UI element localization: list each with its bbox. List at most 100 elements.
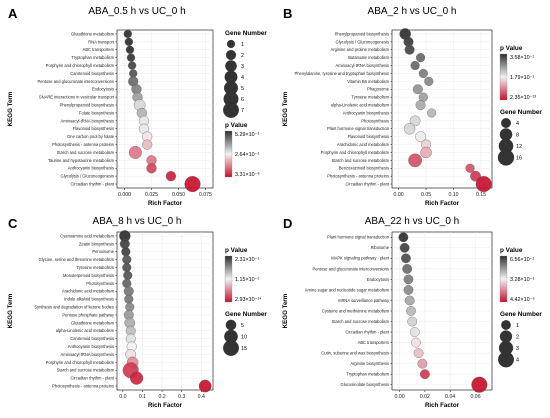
p-value-legend-label: 1.15×10⁻¹	[235, 277, 259, 283]
kegg-term-label: mRNA surveillance pathway	[338, 298, 390, 303]
panel-d: D ABA_22 h vs UC_0 h 0.00 0.02 0.04 0.06 Plant…	[282, 216, 542, 409]
p-value-legend-label: 2.93×10⁻¹⁴	[235, 297, 262, 303]
kegg-term-label: Glycine, serine and threonine metabolism	[39, 257, 115, 262]
gene-number-legend-label: 1	[516, 323, 519, 329]
x-axis-title: Rich Factor	[148, 402, 183, 409]
kegg-term-label: Arginine biosynthesis	[350, 361, 389, 366]
gene-number-legend-dot	[223, 102, 239, 118]
p-value-legend-title: p Value	[500, 45, 523, 52]
panel-letter: A	[8, 6, 18, 21]
kegg-term-label: Tryptophan metabolism	[346, 372, 389, 377]
kegg-term-label: Circadian rhythm - plant	[71, 181, 115, 186]
gene-number-legend-dot	[501, 118, 511, 128]
gene-number-legend-label: 16	[516, 156, 522, 162]
x-tick-label: 0.4	[198, 394, 205, 400]
p-value-legend-label: 2.64×10⁻¹	[235, 152, 259, 158]
kegg-term-label: Porphyrin and chlorophyll metabolism	[321, 150, 390, 155]
x-axis-title: Rich Factor	[148, 200, 183, 207]
p-value-legend-title: p Value	[225, 247, 248, 254]
kegg-term-label: Glycolysis / Gluconeogenesis	[336, 39, 389, 44]
data-point	[184, 176, 201, 193]
data-point	[404, 44, 415, 55]
kegg-term-label: Aminoacyl-tRNA biosynthesis	[61, 352, 114, 357]
p-value-colorbar	[499, 53, 508, 101]
x-tick-label: 0.15	[476, 192, 486, 198]
panel-c: C ABA_8 h vs UC_0 h 0.0 0.1 0.2 0.3 0.4 Cyanoam…	[7, 216, 267, 409]
data-point	[198, 379, 212, 393]
kegg-term-label: Endocytosis	[367, 277, 389, 282]
kegg-term-label: SNARE interactions in vesicular transpor…	[39, 95, 115, 100]
panel-b: B ABA_2 h vs UC_0 h 0.00 0.05 0.10 0.15 Phenyl…	[282, 6, 542, 207]
gene-number-legend-label: 6	[241, 97, 244, 103]
kegg-term-label: Circadian rhythm - plant	[346, 329, 390, 334]
data-point	[129, 69, 138, 78]
gene-number-legend-label: 4	[516, 358, 519, 364]
p-value-legend-title: p Value	[500, 247, 523, 254]
p-value-colorbar	[224, 130, 233, 178]
kegg-term-label: ABC transporters	[358, 340, 389, 345]
kegg-term-label: alpha-Linolenic acid metabolism	[56, 328, 115, 333]
data-point	[417, 358, 428, 369]
kegg-term-label: Aminoacyl-tRNA biosynthesis	[336, 63, 389, 68]
data-point	[124, 294, 134, 304]
panel-a: A ABA_0.5 h vs UC_0 h 0.000 0.025 0.050 0.075…	[7, 6, 267, 207]
gene-number-legend-dot	[225, 319, 237, 331]
kegg-term-label: Arachidonic acid metabolism	[62, 289, 115, 294]
kegg-term-label: Indole alkaloid biosynthesis	[64, 297, 114, 302]
gene-number-legend-dot	[225, 49, 237, 61]
data-point	[409, 115, 421, 127]
kegg-term-label: Plant hormone signal transduction	[327, 235, 390, 240]
kegg-term-label: Pentose and glucuronate interconversions	[313, 266, 389, 271]
gene-number-legend-dot	[498, 351, 514, 368]
panel-title: ABA_0.5 h vs UC_0 h	[88, 6, 185, 17]
kegg-term-label: Anthocyanin biosynthesis	[68, 344, 114, 349]
kegg-term-label: Starch and sucrose metabolism	[57, 368, 115, 373]
data-point	[416, 53, 426, 63]
kegg-term-label: ABC transporters	[83, 47, 114, 52]
x-tick-label: 0.00	[394, 192, 404, 198]
kegg-term-label: Arginine and proline metabolism	[331, 47, 390, 52]
p-value-legend-label: 2.35×10⁻¹³	[510, 95, 536, 101]
kegg-term-label: Flavonoid biosynthesis	[348, 134, 389, 139]
data-point	[404, 295, 415, 306]
x-tick-label: 0.025	[145, 192, 158, 198]
panel-letter: C	[8, 216, 18, 231]
data-point	[412, 84, 423, 95]
x-tick-label: 0.10	[448, 192, 458, 198]
data-point	[142, 139, 153, 150]
p-value-legend-label: 2.31×10⁻¹	[235, 257, 259, 263]
gene-number-legend-label: 8	[516, 133, 519, 139]
kegg-term-label: Anthocyanin biosynthesis	[343, 110, 389, 115]
gene-number-legend-label: 4	[516, 121, 519, 127]
data-point	[411, 337, 421, 348]
gene-number-legend-dot	[225, 60, 237, 72]
kegg-term-label: Amino sugar and nucleotide sugar metabol…	[305, 287, 390, 292]
p-value-legend-label: 6.56×10⁻¹	[510, 257, 534, 263]
kegg-term-label: Photosynthesis - antenna proteins	[52, 142, 114, 147]
data-point	[409, 327, 420, 337]
data-point	[465, 163, 475, 173]
gene-number-legend-label: 5	[241, 86, 244, 92]
data-point	[415, 131, 426, 143]
data-point	[420, 146, 432, 159]
data-point	[121, 247, 131, 257]
x-tick-label: 0.075	[199, 192, 212, 198]
kegg-term-label: Flavonoid biosynthesis	[73, 126, 114, 131]
data-point	[119, 238, 130, 249]
kegg-term-label: Starch and sucrose metabolism	[332, 319, 390, 324]
x-tick-label: 0.2	[158, 394, 165, 400]
kegg-term-label: Pentose and glucuronate interconversions	[38, 79, 114, 84]
data-point	[420, 369, 430, 380]
data-point	[415, 100, 426, 111]
x-tick-label: 0.000	[118, 192, 131, 198]
kegg-term-label: Zeatin biosynthesis	[79, 241, 114, 246]
kegg-term-label: Plant hormone signal transduction	[327, 126, 390, 131]
data-point	[146, 163, 157, 174]
data-point	[126, 53, 136, 62]
gene-number-legend-label: 2	[241, 53, 244, 59]
kegg-term-label: Folate biosynthesis	[79, 110, 114, 115]
data-point	[401, 253, 411, 264]
data-point	[403, 285, 414, 295]
kegg-term-label: Circadian rhythm - plant	[71, 376, 115, 381]
kegg-term-label: Porphyrin and chlorophyll metabolism	[46, 63, 115, 68]
